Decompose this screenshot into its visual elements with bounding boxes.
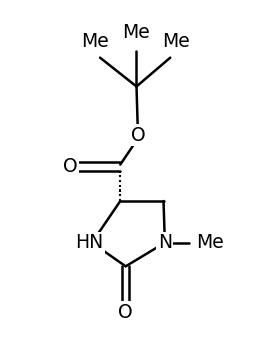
Text: N: N: [158, 233, 172, 252]
Text: O: O: [130, 126, 145, 145]
Text: Me: Me: [123, 23, 150, 42]
Text: O: O: [118, 303, 133, 322]
Text: Me: Me: [81, 32, 108, 51]
Text: Me: Me: [162, 32, 189, 51]
Text: HN: HN: [75, 233, 103, 252]
Text: Me: Me: [196, 233, 224, 252]
Text: O: O: [63, 157, 78, 176]
